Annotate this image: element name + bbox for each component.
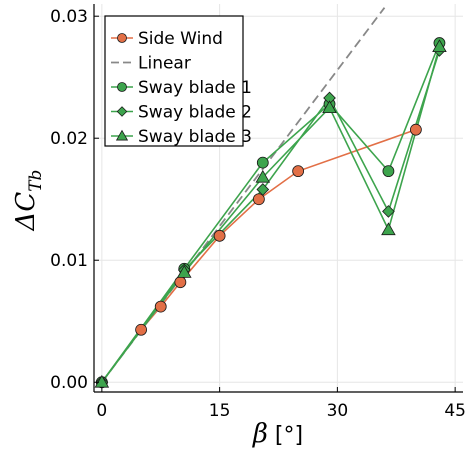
y-tick-label-0: 0.00 — [50, 373, 88, 393]
point-0-4 — [213, 229, 226, 242]
x-tick-label-3: 45 — [444, 401, 466, 421]
series-markers-4 — [94, 39, 447, 388]
legend-marker-4 — [115, 129, 129, 141]
point-0-2 — [154, 300, 167, 313]
y-tick-label-1: 0.01 — [50, 251, 88, 271]
legend-label-4: Sway blade 3 — [138, 127, 252, 147]
y-tick-label-3: 0.03 — [50, 7, 88, 27]
x-tick-label-2: 30 — [327, 401, 349, 421]
point-4-5 — [432, 39, 447, 53]
point-0-7 — [409, 123, 422, 136]
legend-label-1: Linear — [138, 54, 191, 74]
legend-marker-3 — [116, 106, 128, 117]
legend-marker-0 — [117, 33, 127, 43]
point-4-3 — [322, 100, 337, 114]
series-line-3 — [101, 50, 441, 383]
point-0-1 — [135, 323, 148, 336]
legend-marker-2 — [117, 82, 127, 92]
series-layer — [94, 7, 447, 389]
legend-label-0: Side Wind — [138, 29, 223, 49]
x-tick-label-1: 15 — [209, 401, 231, 421]
point-2-4 — [382, 165, 395, 178]
point-4-2 — [255, 169, 271, 183]
legend: Side Wind Linear Sway blade 1 Sway blade 2 S… — [104, 15, 252, 147]
point-4-4 — [381, 222, 396, 236]
point-0-3 — [174, 276, 187, 289]
point-0-6 — [292, 165, 305, 178]
series-4 — [101, 46, 441, 383]
axes — [93, 4, 463, 393]
point-0-5 — [252, 193, 265, 206]
x-axis-label: β [°] — [252, 419, 303, 449]
point-4-1 — [176, 265, 192, 278]
tick-labels: 0 15 30 45 0.00 0.01 0.02 0.03 — [50, 7, 466, 421]
point-2-2 — [256, 156, 269, 169]
legend-label-2: Sway blade 1 — [138, 78, 252, 98]
series-3 — [101, 50, 441, 383]
point-3-4 — [382, 205, 395, 218]
legend-label-3: Sway blade 2 — [138, 103, 252, 123]
series-line-4 — [101, 46, 441, 383]
x-tick-label-0: 0 — [96, 401, 107, 421]
point-3-2 — [256, 183, 270, 196]
y-axis-label: ΔCTb — [11, 170, 46, 232]
y-tick-label-2: 0.02 — [50, 129, 88, 149]
